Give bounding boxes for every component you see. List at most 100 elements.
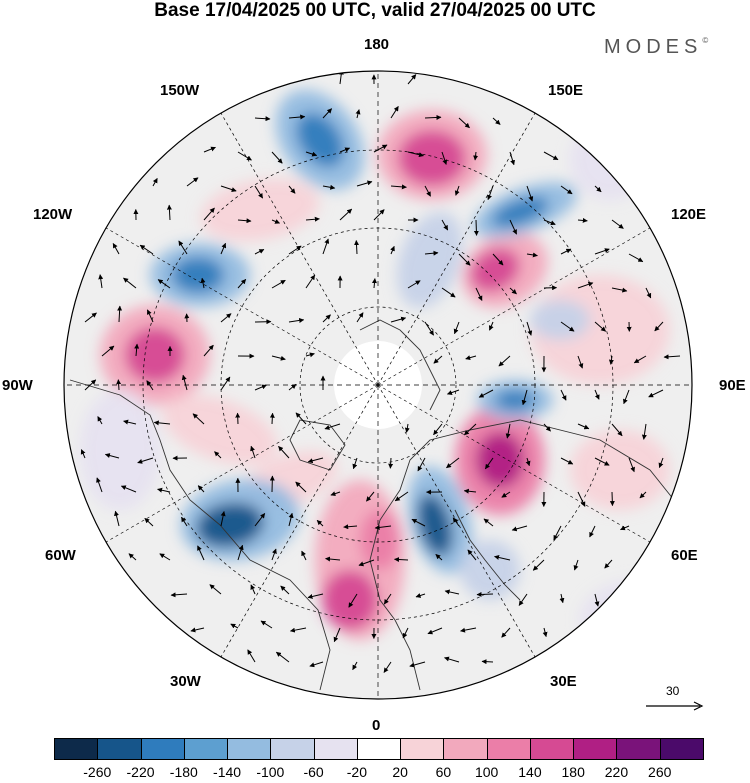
- wind-vector-arrow: [542, 627, 548, 638]
- colorbar-tick-label: 260: [648, 764, 672, 780]
- wind-vector-arrow: [577, 217, 588, 223]
- wind-vector-arrow: [84, 312, 97, 323]
- wind-vector-arrow: [250, 445, 256, 459]
- lon-label-60e: 60E: [671, 547, 698, 564]
- wind-vector-arrow: [146, 380, 154, 391]
- wind-vector-arrow: [237, 218, 252, 224]
- wind-vector-arrow: [411, 518, 426, 527]
- wind-vector-arrow: [424, 321, 434, 336]
- colorbar-tick-label: -60: [303, 764, 324, 780]
- wind-vector-arrow: [511, 525, 528, 532]
- wind-vector-arrow: [648, 389, 664, 398]
- wind-vector-arrow: [80, 449, 86, 459]
- wind-vector-arrow: [220, 185, 237, 192]
- anomaly-region: [196, 502, 264, 548]
- wind-vector-arrow: [526, 321, 533, 336]
- anomaly-region: [495, 390, 535, 410]
- wind-vector-arrow: [123, 419, 137, 425]
- wind-vector-arrow: [505, 423, 511, 439]
- wind-vector-arrow: [200, 277, 206, 289]
- anomaly-region: [491, 196, 549, 228]
- anomaly-region: [417, 493, 453, 557]
- colorbar-tick-label: -180: [169, 764, 198, 780]
- height-anomaly-field: [80, 89, 692, 660]
- wind-vector-arrow: [446, 389, 460, 395]
- colorbar-swatch: [270, 738, 315, 760]
- wind-vector-arrow: [481, 659, 494, 665]
- wind-vector-arrow: [307, 457, 324, 464]
- wind-vector-arrow: [271, 151, 283, 164]
- wind-vector-arrow: [492, 117, 501, 125]
- wind-vector-arrow: [181, 374, 188, 391]
- wind-vector-arrow: [254, 116, 271, 122]
- wind-vector-arrow: [427, 627, 443, 635]
- wind-vector-arrow: [181, 516, 188, 527]
- wind-vector-arrow: [467, 549, 477, 561]
- wind-vector-arrow: [271, 279, 286, 289]
- wind-vector-arrow: [560, 389, 567, 401]
- meridian-line: [377, 227, 651, 386]
- lon-label-30e: 30E: [550, 673, 577, 690]
- wind-vector-arrow: [288, 114, 306, 120]
- wind-vector-arrow: [352, 457, 358, 470]
- wind-vector-arrow: [203, 146, 216, 153]
- wind-vector-arrow: [594, 593, 600, 607]
- colorbar-tick-label: 60: [435, 764, 452, 780]
- wind-vector-arrow: [250, 584, 256, 595]
- arrow-right-icon: [646, 701, 704, 711]
- wind-vector-arrow: [237, 544, 244, 561]
- colorbar: [54, 738, 704, 760]
- wind-vector-arrow: [260, 620, 273, 629]
- wind-vector-arrow: [407, 74, 417, 85]
- wind-vector-arrow: [577, 491, 586, 507]
- wind-vector-arrow: [573, 559, 579, 571]
- wind-vector-arrow: [594, 321, 607, 332]
- wind-vector-arrow: [487, 185, 494, 201]
- wind-vector-arrow: [553, 525, 562, 541]
- wind-vector-arrow: [526, 252, 538, 258]
- wind-vector-arrow: [192, 413, 205, 425]
- wind-vector-arrow: [356, 180, 373, 187]
- wind-vector-arrow: [343, 524, 358, 530]
- wind-vector-arrow: [658, 457, 664, 469]
- wind-vector-arrow: [186, 177, 199, 187]
- wind-vector-arrow: [560, 457, 574, 465]
- wind-vector-arrow: [322, 238, 330, 255]
- wind-vector-arrow: [492, 253, 504, 266]
- modes-logo: MODES©: [604, 36, 709, 58]
- meridian-line: [377, 384, 651, 543]
- wind-vector-arrow: [446, 457, 460, 469]
- wind-vector-arrow: [203, 344, 214, 357]
- wind-vector-arrow: [465, 355, 477, 361]
- wind-vector-arrow: [526, 185, 534, 202]
- wind-vector-arrow: [339, 147, 351, 153]
- colorbar-swatch: [356, 738, 402, 760]
- colorbar-swatch: [227, 738, 272, 760]
- wind-vector-arrow: [316, 519, 324, 527]
- wind-vector-arrow: [271, 548, 277, 561]
- wind-vector-arrow: [458, 117, 470, 129]
- wind-vector-arrow: [532, 559, 545, 571]
- wind-vector-arrow: [254, 248, 265, 255]
- wind-vector-arrow: [521, 389, 528, 406]
- wind-vector-arrow: [577, 355, 584, 369]
- wind-vector-arrow: [560, 185, 573, 195]
- wind-vector-arrow: [307, 593, 324, 599]
- lon-label-60w: 60W: [45, 547, 76, 564]
- wind-vector-arrow: [230, 623, 239, 629]
- wind-vector-arrow: [501, 627, 511, 638]
- wind-vector-arrow: [543, 151, 559, 161]
- colorbar-swatch: [529, 738, 575, 760]
- anomaly-region: [530, 300, 590, 340]
- wind-vector-arrow: [663, 354, 681, 360]
- wind-vector-arrow: [254, 513, 266, 527]
- meridian-line: [377, 112, 536, 386]
- wind-vector-arrow: [309, 661, 324, 668]
- wind-vector-arrow: [178, 240, 188, 255]
- wind-vector-arrow: [120, 485, 137, 493]
- wind-vector-arrow: [278, 445, 290, 459]
- wind-vector-arrow: [594, 248, 610, 255]
- latitude-circle: [299, 306, 457, 464]
- lon-label-120w: 120W: [33, 206, 73, 223]
- colorbar-tick-label: -100: [256, 764, 285, 780]
